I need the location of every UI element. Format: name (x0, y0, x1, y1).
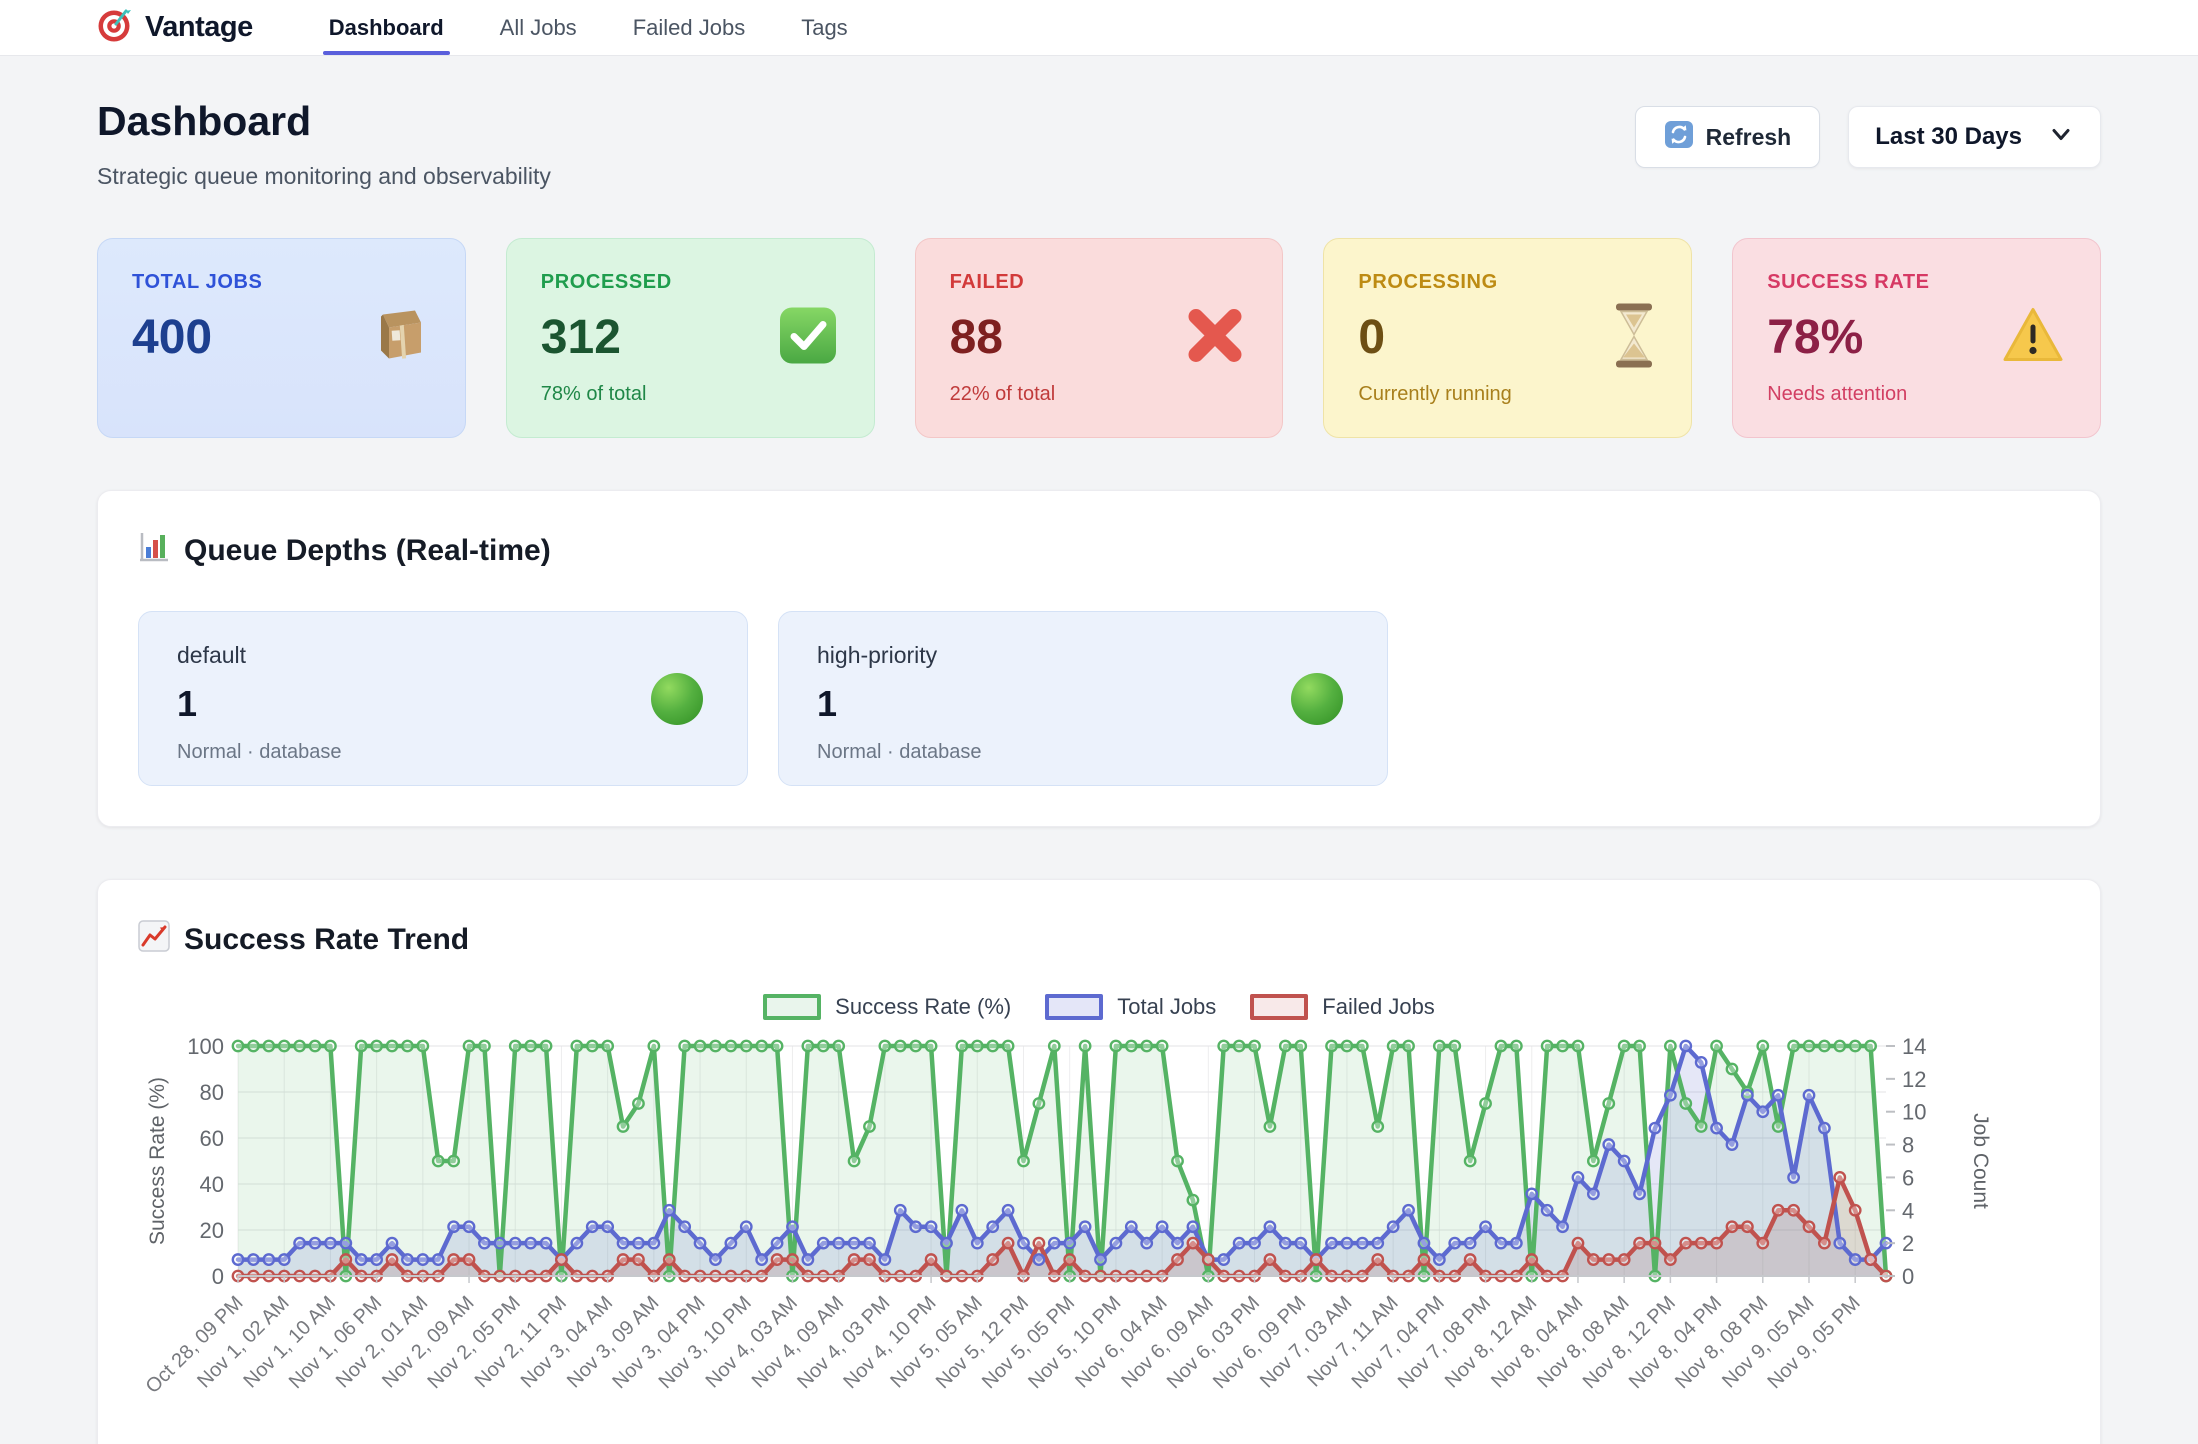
svg-text:Success Rate (%): Success Rate (%) (146, 1077, 169, 1245)
stat-subtitle: 22% of total (949, 383, 1056, 405)
svg-text:60: 60 (200, 1126, 224, 1151)
time-range-select[interactable]: Last 30 Days (1848, 106, 2101, 168)
stat-card-success-rate: SUCCESS RATE 78% Needs attention (1732, 238, 2101, 438)
stat-value: 78% (1767, 311, 1864, 364)
svg-text:2: 2 (1902, 1231, 1914, 1256)
stat-value: 312 (540, 311, 621, 364)
page-header: Dashboard Strategic queue monitoring and… (97, 98, 2101, 190)
legend-item-success-rate: Success Rate (%) (763, 994, 1011, 1020)
queue-meta: Normal · database (817, 741, 982, 763)
stats-row: TOTAL JOBS 400 PROCESSED 312 78% of tota… (97, 238, 2101, 438)
svg-text:12: 12 (1902, 1067, 1926, 1092)
svg-text:8: 8 (1902, 1133, 1914, 1158)
stat-subtitle: Currently running (1358, 383, 1512, 405)
queue-depth: 1 (817, 683, 838, 724)
page-title: Dashboard (97, 98, 312, 144)
top-nav: Vantage Dashboard All Jobs Failed Jobs T… (0, 0, 2198, 56)
trend-title: Success Rate Trend (138, 920, 2060, 960)
svg-text:4: 4 (1902, 1198, 1914, 1223)
line-chart-icon (138, 920, 170, 960)
package-icon (363, 303, 429, 374)
legend-label: Total Jobs (1117, 994, 1217, 1019)
warning-icon (2002, 307, 2064, 370)
page-content: Dashboard Strategic queue monitoring and… (0, 56, 2198, 1444)
header-actions: Refresh Last 30 Days (1634, 106, 2101, 168)
stat-label: SUCCESS RATE (1767, 271, 1930, 293)
legend-swatch-failed-jobs (1250, 994, 1309, 1020)
queue-card-default: default 1 Normal · database (138, 611, 748, 786)
stat-subtitle: 78% of total (540, 383, 647, 405)
svg-text:6: 6 (1902, 1165, 1914, 1190)
queue-depth: 1 (177, 683, 198, 724)
target-logo-icon (97, 7, 133, 48)
brand-name: Vantage (145, 11, 253, 43)
svg-text:20: 20 (200, 1218, 224, 1243)
svg-text:14: 14 (1902, 1034, 1926, 1059)
queue-depths-title-text: Queue Depths (Real-time) (184, 534, 551, 567)
queue-row: default 1 Normal · database high-priorit… (138, 611, 2060, 786)
svg-text:40: 40 (200, 1172, 224, 1197)
refresh-button[interactable]: Refresh (1634, 106, 1821, 168)
check-icon (778, 306, 838, 371)
cross-icon (1184, 305, 1246, 372)
svg-text:100: 100 (187, 1034, 224, 1059)
stat-card-processing: PROCESSING 0 Currently running (1323, 238, 1693, 438)
refresh-icon (1664, 119, 1694, 155)
chart-legend: Success Rate (%) Total Jobs Failed Jobs (138, 994, 2060, 1020)
svg-text:0: 0 (1902, 1264, 1914, 1289)
stat-value: 0 (1358, 311, 1386, 364)
bar-chart-icon (138, 531, 170, 571)
legend-swatch-total-jobs (1045, 994, 1104, 1020)
status-dot-green (1291, 672, 1343, 725)
legend-label: Failed Jobs (1322, 994, 1435, 1019)
queue-meta: Normal · database (177, 741, 342, 763)
page-subtitle: Strategic queue monitoring and observabi… (97, 163, 551, 189)
refresh-button-label: Refresh (1705, 123, 1792, 150)
hourglass-icon (1613, 303, 1655, 373)
stat-label: PROCESSING (1358, 271, 1498, 293)
svg-text:0: 0 (212, 1264, 224, 1289)
tab-all-jobs[interactable]: All Jobs (499, 14, 577, 40)
stat-subtitle: Needs attention (1767, 383, 1908, 405)
queue-name: default (177, 642, 247, 668)
svg-text:10: 10 (1902, 1100, 1926, 1125)
trend-title-text: Success Rate Trend (184, 923, 470, 956)
stat-label: TOTAL JOBS (132, 271, 263, 293)
tab-dashboard[interactable]: Dashboard (301, 0, 472, 55)
svg-text:80: 80 (200, 1080, 224, 1105)
chevron-down-icon (2048, 121, 2074, 154)
nav-tabs: Dashboard All Jobs Failed Jobs Tags (301, 0, 876, 55)
stat-value: 88 (949, 311, 1003, 364)
legend-swatch-success-rate (763, 994, 822, 1020)
tab-failed-jobs[interactable]: Failed Jobs (632, 14, 746, 40)
queue-depths-section: Queue Depths (Real-time) default 1 Norma… (97, 490, 2101, 827)
time-range-value: Last 30 Days (1875, 123, 2022, 150)
stat-label: FAILED (949, 271, 1025, 293)
stat-value: 400 (132, 311, 213, 364)
legend-item-failed-jobs: Failed Jobs (1250, 994, 1435, 1020)
svg-text:Job Count: Job Count (1969, 1113, 1992, 1209)
queue-name: high-priority (817, 642, 938, 668)
stat-card-processed: PROCESSED 312 78% of total (505, 238, 875, 438)
legend-item-total-jobs: Total Jobs (1045, 994, 1216, 1020)
queue-card-high-priority: high-priority 1 Normal · database (778, 611, 1388, 786)
queue-depths-title: Queue Depths (Real-time) (138, 531, 2060, 571)
status-dot-green (651, 672, 703, 725)
stat-card-failed: FAILED 88 22% of total (914, 238, 1284, 438)
trend-section: Success Rate Trend Success Rate (%) Tota… (97, 879, 2101, 1444)
legend-label: Success Rate (%) (835, 994, 1012, 1019)
tab-tags[interactable]: Tags (801, 14, 848, 40)
stat-label: PROCESSED (540, 271, 672, 293)
stat-card-total-jobs: TOTAL JOBS 400 (97, 238, 466, 438)
brand[interactable]: Vantage (97, 0, 253, 55)
